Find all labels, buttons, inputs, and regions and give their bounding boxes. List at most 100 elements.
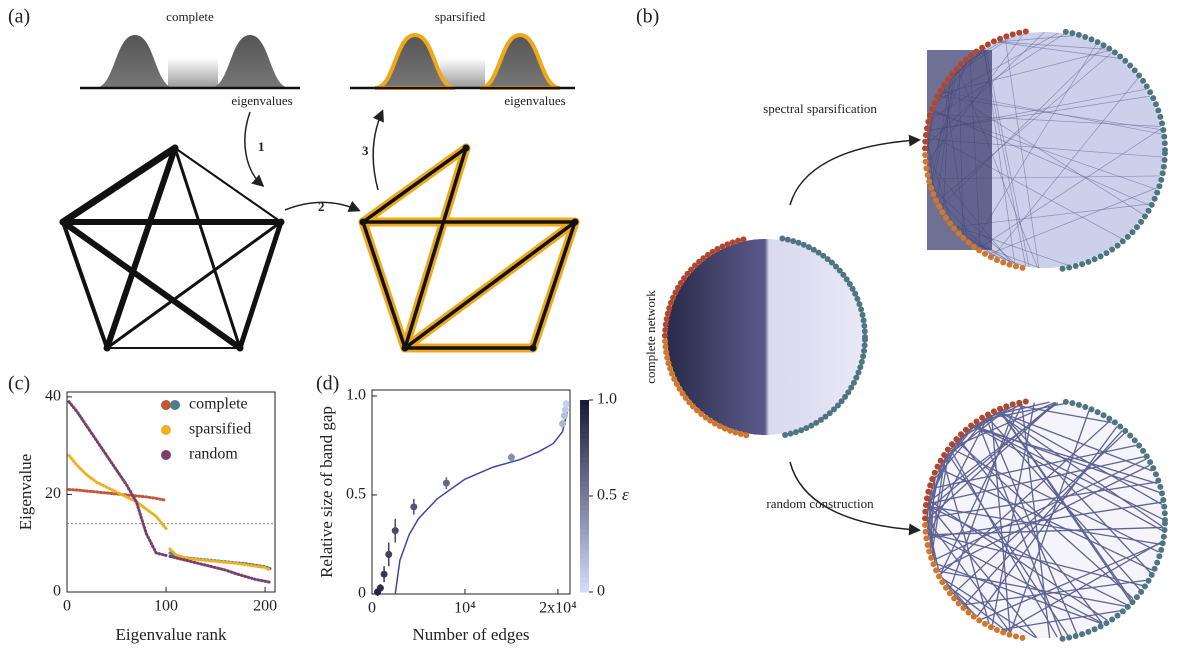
data-point: [381, 571, 388, 578]
colorbar-cell: [580, 405, 589, 410]
network-node: [1073, 263, 1079, 269]
colorbar-cell: [580, 414, 589, 419]
network-node: [1153, 471, 1159, 477]
network-node: [857, 364, 863, 370]
complete-graph: [63, 148, 281, 348]
network-node: [922, 515, 928, 521]
network-node: [798, 427, 804, 433]
network-node: [932, 470, 938, 476]
network-node: [929, 106, 935, 112]
data-point: [392, 527, 399, 534]
network-node: [943, 215, 949, 221]
y-tick-label: 20: [45, 485, 61, 502]
series-line: [69, 402, 166, 556]
network-node: [1082, 34, 1088, 40]
network-node: [855, 370, 861, 376]
network-node: [951, 595, 957, 601]
network-node: [1136, 442, 1142, 448]
network-node: [1146, 208, 1152, 214]
network-node: [1103, 620, 1109, 626]
network-node: [1147, 459, 1153, 465]
network-node: [966, 609, 972, 615]
network-node: [668, 300, 674, 306]
panel-label: (d): [316, 373, 339, 395]
colorbar-cell: [580, 534, 589, 539]
network-node: [928, 185, 934, 191]
network-node: [963, 427, 969, 433]
axis-note: eigenvalues: [504, 93, 565, 108]
network-node: [1159, 120, 1165, 126]
colorbar-cell: [580, 530, 589, 535]
legend-label: complete: [189, 396, 248, 413]
colorbar-cell: [580, 458, 589, 463]
network-node: [1142, 213, 1148, 219]
network-node: [922, 509, 928, 515]
arrow-label: spectral sparsification: [763, 101, 877, 116]
network-node: [976, 617, 982, 623]
colorbar-cell: [580, 587, 589, 592]
network-node: [1161, 504, 1167, 510]
network-node: [1134, 594, 1140, 600]
network-node: [1115, 243, 1121, 249]
panel-label: (a): [8, 6, 30, 28]
network-node: [1154, 560, 1160, 566]
network-node: [1098, 623, 1104, 629]
network-node: [1156, 553, 1162, 559]
network-node: [985, 41, 991, 47]
colorbar-cell: [580, 477, 589, 482]
network-node: [941, 452, 947, 458]
network-node: [1016, 30, 1022, 36]
network-node: [923, 502, 929, 508]
network-node: [1149, 572, 1155, 578]
colorbar-cell: [580, 582, 589, 587]
network-node: [1089, 406, 1095, 412]
network-node: [928, 555, 934, 561]
x-tick-label: 200: [253, 598, 277, 615]
colorbar-cell: [580, 419, 589, 424]
colorbar-cell: [580, 443, 589, 448]
network-node: [1013, 263, 1019, 269]
network-node: [664, 316, 670, 322]
network-node: [860, 312, 866, 318]
network-node: [930, 191, 936, 197]
network-node: [979, 45, 985, 51]
colorbar-cell: [580, 515, 589, 520]
network-node: [788, 431, 794, 437]
network-node: [663, 349, 669, 355]
plot-frame: [372, 390, 570, 594]
y-tick-label: 0: [53, 583, 61, 600]
network-node: [938, 458, 944, 464]
network-node: [974, 48, 980, 54]
network-node: [968, 422, 974, 428]
data-point: [508, 454, 515, 461]
network-node: [1092, 626, 1098, 632]
network-node: [862, 337, 868, 343]
network-node: [1162, 520, 1168, 526]
network-node: [1161, 164, 1167, 170]
network-node: [1089, 36, 1095, 42]
network-node: [927, 112, 933, 118]
network-node: [949, 71, 955, 77]
network-node: [991, 38, 997, 44]
figure: (a) complete sparsified eigenvalues eige…: [0, 0, 1177, 652]
colorbar-cell: [580, 434, 589, 439]
network-node: [982, 251, 988, 257]
colorbar-cell: [580, 563, 589, 568]
network-node: [945, 76, 951, 82]
network-node: [667, 366, 673, 372]
x-tick-label: 10⁴: [454, 600, 476, 617]
network-node: [862, 328, 868, 334]
colorbar-cell: [580, 453, 589, 458]
network-node: [1010, 31, 1016, 37]
network-node: [1112, 419, 1118, 425]
sketch-title: sparsified: [435, 9, 486, 24]
step-arrows: [245, 112, 382, 210]
colorbar-cell: [580, 462, 589, 467]
x-tick-label: 0: [63, 598, 71, 615]
colorbar-tick-label: 0: [597, 583, 605, 600]
network-node: [945, 446, 951, 452]
network-node: [1122, 58, 1128, 64]
network-node: [662, 344, 668, 350]
y-tick-label: 0: [358, 585, 366, 602]
network-node: [1109, 246, 1115, 252]
